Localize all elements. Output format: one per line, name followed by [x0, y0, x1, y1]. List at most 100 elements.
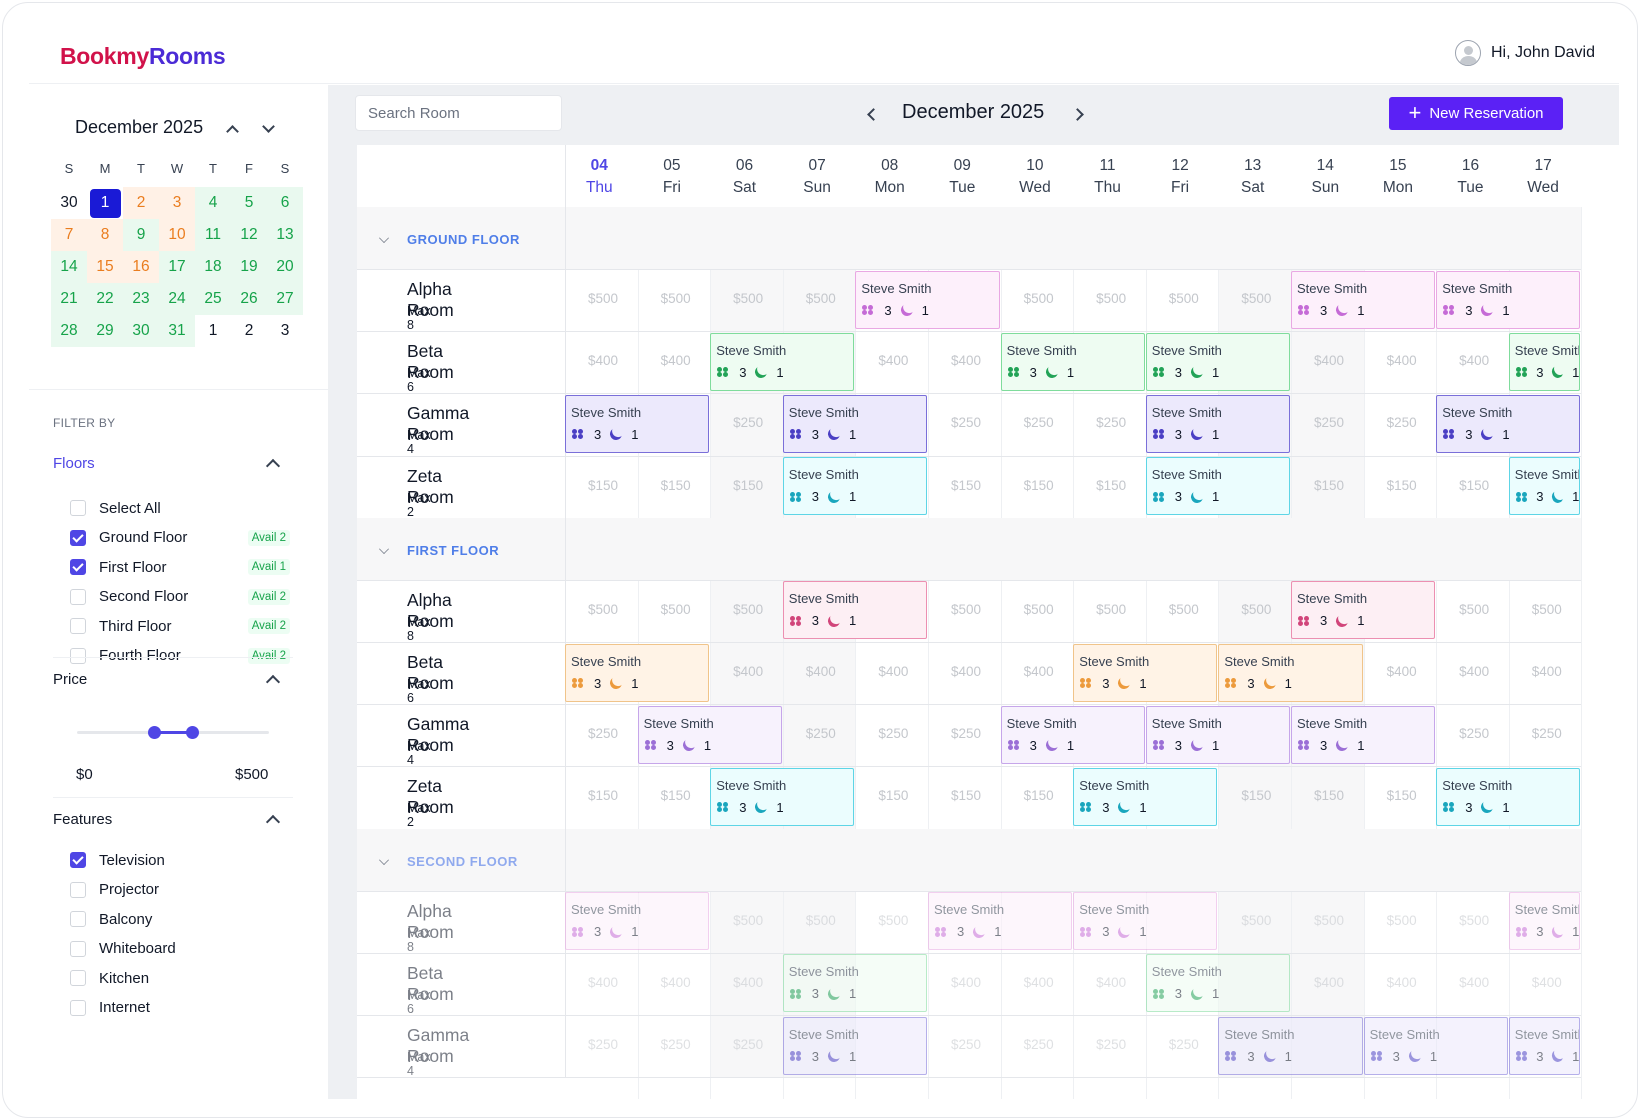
chevron-up-icon[interactable] [265, 458, 281, 474]
room-price-cell[interactable]: $250 [1096, 1037, 1127, 1052]
day-header[interactable]: 14 Sun [1289, 145, 1362, 205]
room-name[interactable]: Beta Room [407, 962, 454, 1004]
room-price-cell[interactable]: $150 [1241, 788, 1272, 804]
room-price-cell[interactable]: $150 [733, 477, 764, 493]
floor-group-header[interactable]: FIRST FLOOR [357, 517, 1582, 580]
room-price-cell[interactable]: $150 [950, 788, 982, 804]
filter-option[interactable]: Fourth Floor Avail 2 [70, 645, 290, 667]
filter-option[interactable]: Select All [70, 497, 290, 519]
room-price-cell[interactable]: $500 [805, 291, 836, 306]
calendar-day[interactable]: 26 [231, 283, 267, 315]
filter-option[interactable]: First Floor Avail 1 [70, 556, 290, 578]
room-price-cell[interactable]: $400 [1386, 974, 1417, 990]
room-price-cell[interactable]: $250 [733, 415, 764, 431]
booking-block[interactable]: Steve Smith 3 1 [710, 767, 855, 827]
room-price-cell[interactable]: $500 [1241, 601, 1272, 617]
booking-block[interactable]: Steve Smith 3 1 [1436, 767, 1581, 827]
calendar-day[interactable]: 28 [51, 315, 87, 347]
room-price-cell[interactable]: $400 [1313, 353, 1345, 369]
room-price-cell[interactable]: $400 [1459, 974, 1490, 990]
booking-block[interactable]: Steve Smith 3 1 [1073, 892, 1218, 951]
prev-month-button[interactable] [863, 104, 883, 124]
booking-block[interactable]: Steve Smith 3 1 [1218, 643, 1363, 702]
room-name[interactable]: Beta Room [407, 341, 454, 383]
booking-block[interactable]: Steve Smith 3 1 [565, 394, 710, 454]
next-month-button[interactable] [1067, 104, 1087, 124]
room-price-cell[interactable]: $400 [733, 974, 764, 990]
room-name[interactable]: Alpha Room [407, 589, 454, 631]
room-price-cell[interactable]: $250 [1459, 726, 1490, 742]
room-price-cell[interactable]: $250 [1531, 726, 1562, 742]
booking-block[interactable]: Steve Smith 3 1 [782, 1016, 927, 1075]
room-price-cell[interactable]: $400 [660, 974, 691, 990]
room-price-cell[interactable]: $150 [660, 477, 691, 493]
booking-block[interactable]: Steve Smith 3 1 [1145, 394, 1290, 454]
booking-block[interactable]: Steve Smith 3 1 [855, 270, 1000, 329]
room-price-cell[interactable]: $150 [1313, 477, 1345, 493]
booking-block[interactable]: Steve Smith 3 1 [1145, 954, 1290, 1013]
room-price-cell[interactable]: $250 [1096, 415, 1127, 431]
room-name[interactable]: Alpha Room [407, 279, 454, 320]
calendar-day[interactable]: 5 [231, 187, 267, 219]
room-price-cell[interactable]: $400 [1096, 974, 1127, 990]
booking-block[interactable]: Steve Smith 3 1 [1000, 705, 1145, 764]
room-price-cell[interactable]: $500 [1241, 291, 1272, 306]
booking-block[interactable]: Steve Smith 3 1 [782, 394, 927, 454]
calendar-day[interactable]: 19 [231, 251, 267, 283]
room-price-cell[interactable]: $250 [950, 1037, 982, 1052]
filter-option[interactable]: Television [70, 849, 290, 871]
filter-option[interactable]: Projector [70, 879, 290, 901]
checkbox[interactable] [70, 618, 86, 634]
room-price-cell[interactable]: $400 [1386, 353, 1417, 369]
calendar-day[interactable]: 21 [51, 283, 87, 315]
room-price-cell[interactable]: $500 [733, 291, 764, 306]
room-price-cell[interactable]: $400 [1459, 353, 1490, 369]
room-price-cell[interactable]: $500 [660, 291, 691, 306]
booking-block[interactable]: Steve Smith 3 1 [928, 892, 1073, 951]
day-header[interactable]: 07 Sun [781, 145, 854, 205]
calendar-day[interactable]: 31 [159, 315, 195, 347]
room-price-cell[interactable]: $250 [587, 726, 619, 742]
day-header[interactable]: 17 Wed [1507, 145, 1580, 205]
booking-block[interactable]: Steve Smith 3 1 [1436, 394, 1581, 454]
room-price-cell[interactable]: $500 [733, 912, 764, 928]
calendar-day[interactable]: 7 [51, 219, 87, 251]
room-price-cell[interactable]: $250 [660, 1037, 691, 1052]
room-price-cell[interactable]: $400 [878, 664, 909, 679]
room-price-cell[interactable]: $250 [587, 1037, 619, 1052]
room-price-cell[interactable]: $400 [660, 353, 691, 369]
room-price-cell[interactable]: $150 [1096, 477, 1127, 493]
room-price-cell[interactable]: $250 [950, 726, 982, 742]
booking-block[interactable]: Steve Smith 3 1 [565, 892, 710, 951]
booking-block[interactable]: Steve Smith 3 1 [1073, 643, 1218, 702]
calendar-day[interactable]: 29 [87, 315, 123, 347]
room-price-cell[interactable]: $400 [1459, 664, 1490, 679]
room-price-cell[interactable]: $400 [950, 974, 982, 990]
calendar-day[interactable]: 1 [87, 187, 123, 219]
calendar-next-button[interactable] [258, 119, 278, 139]
checkbox[interactable] [70, 500, 86, 516]
calendar-day[interactable]: 22 [87, 283, 123, 315]
room-price-cell[interactable]: $500 [1531, 601, 1562, 617]
calendar-day[interactable]: 16 [123, 251, 159, 283]
booking-block[interactable]: Steve Smith 3 1 [1508, 1016, 1581, 1075]
room-price-cell[interactable]: $500 [1313, 912, 1345, 928]
room-price-cell[interactable]: $250 [1386, 415, 1417, 431]
room-price-cell[interactable]: $500 [1023, 291, 1054, 306]
room-price-cell[interactable]: $250 [733, 1037, 764, 1052]
room-price-cell[interactable]: $250 [1313, 415, 1345, 431]
calendar-day[interactable]: 1 [208, 322, 218, 339]
room-price-cell[interactable]: $150 [587, 477, 619, 493]
checkbox[interactable] [70, 970, 86, 986]
room-price-cell[interactable]: $150 [1023, 477, 1054, 493]
booking-block[interactable]: Steve Smith 3 1 [1508, 892, 1581, 951]
room-price-cell[interactable]: $400 [950, 353, 982, 369]
room-price-cell[interactable]: $150 [950, 477, 982, 493]
room-price-cell[interactable]: $150 [1313, 788, 1345, 804]
day-header[interactable]: 11 Thu [1071, 145, 1144, 205]
filter-option[interactable]: Balcony [70, 908, 290, 930]
calendar-day[interactable]: 10 [159, 219, 195, 251]
room-name[interactable]: Gamma Room [407, 403, 470, 445]
booking-block[interactable]: Steve Smith 3 1 [1145, 457, 1290, 516]
room-price-cell[interactable]: $400 [1531, 664, 1562, 679]
